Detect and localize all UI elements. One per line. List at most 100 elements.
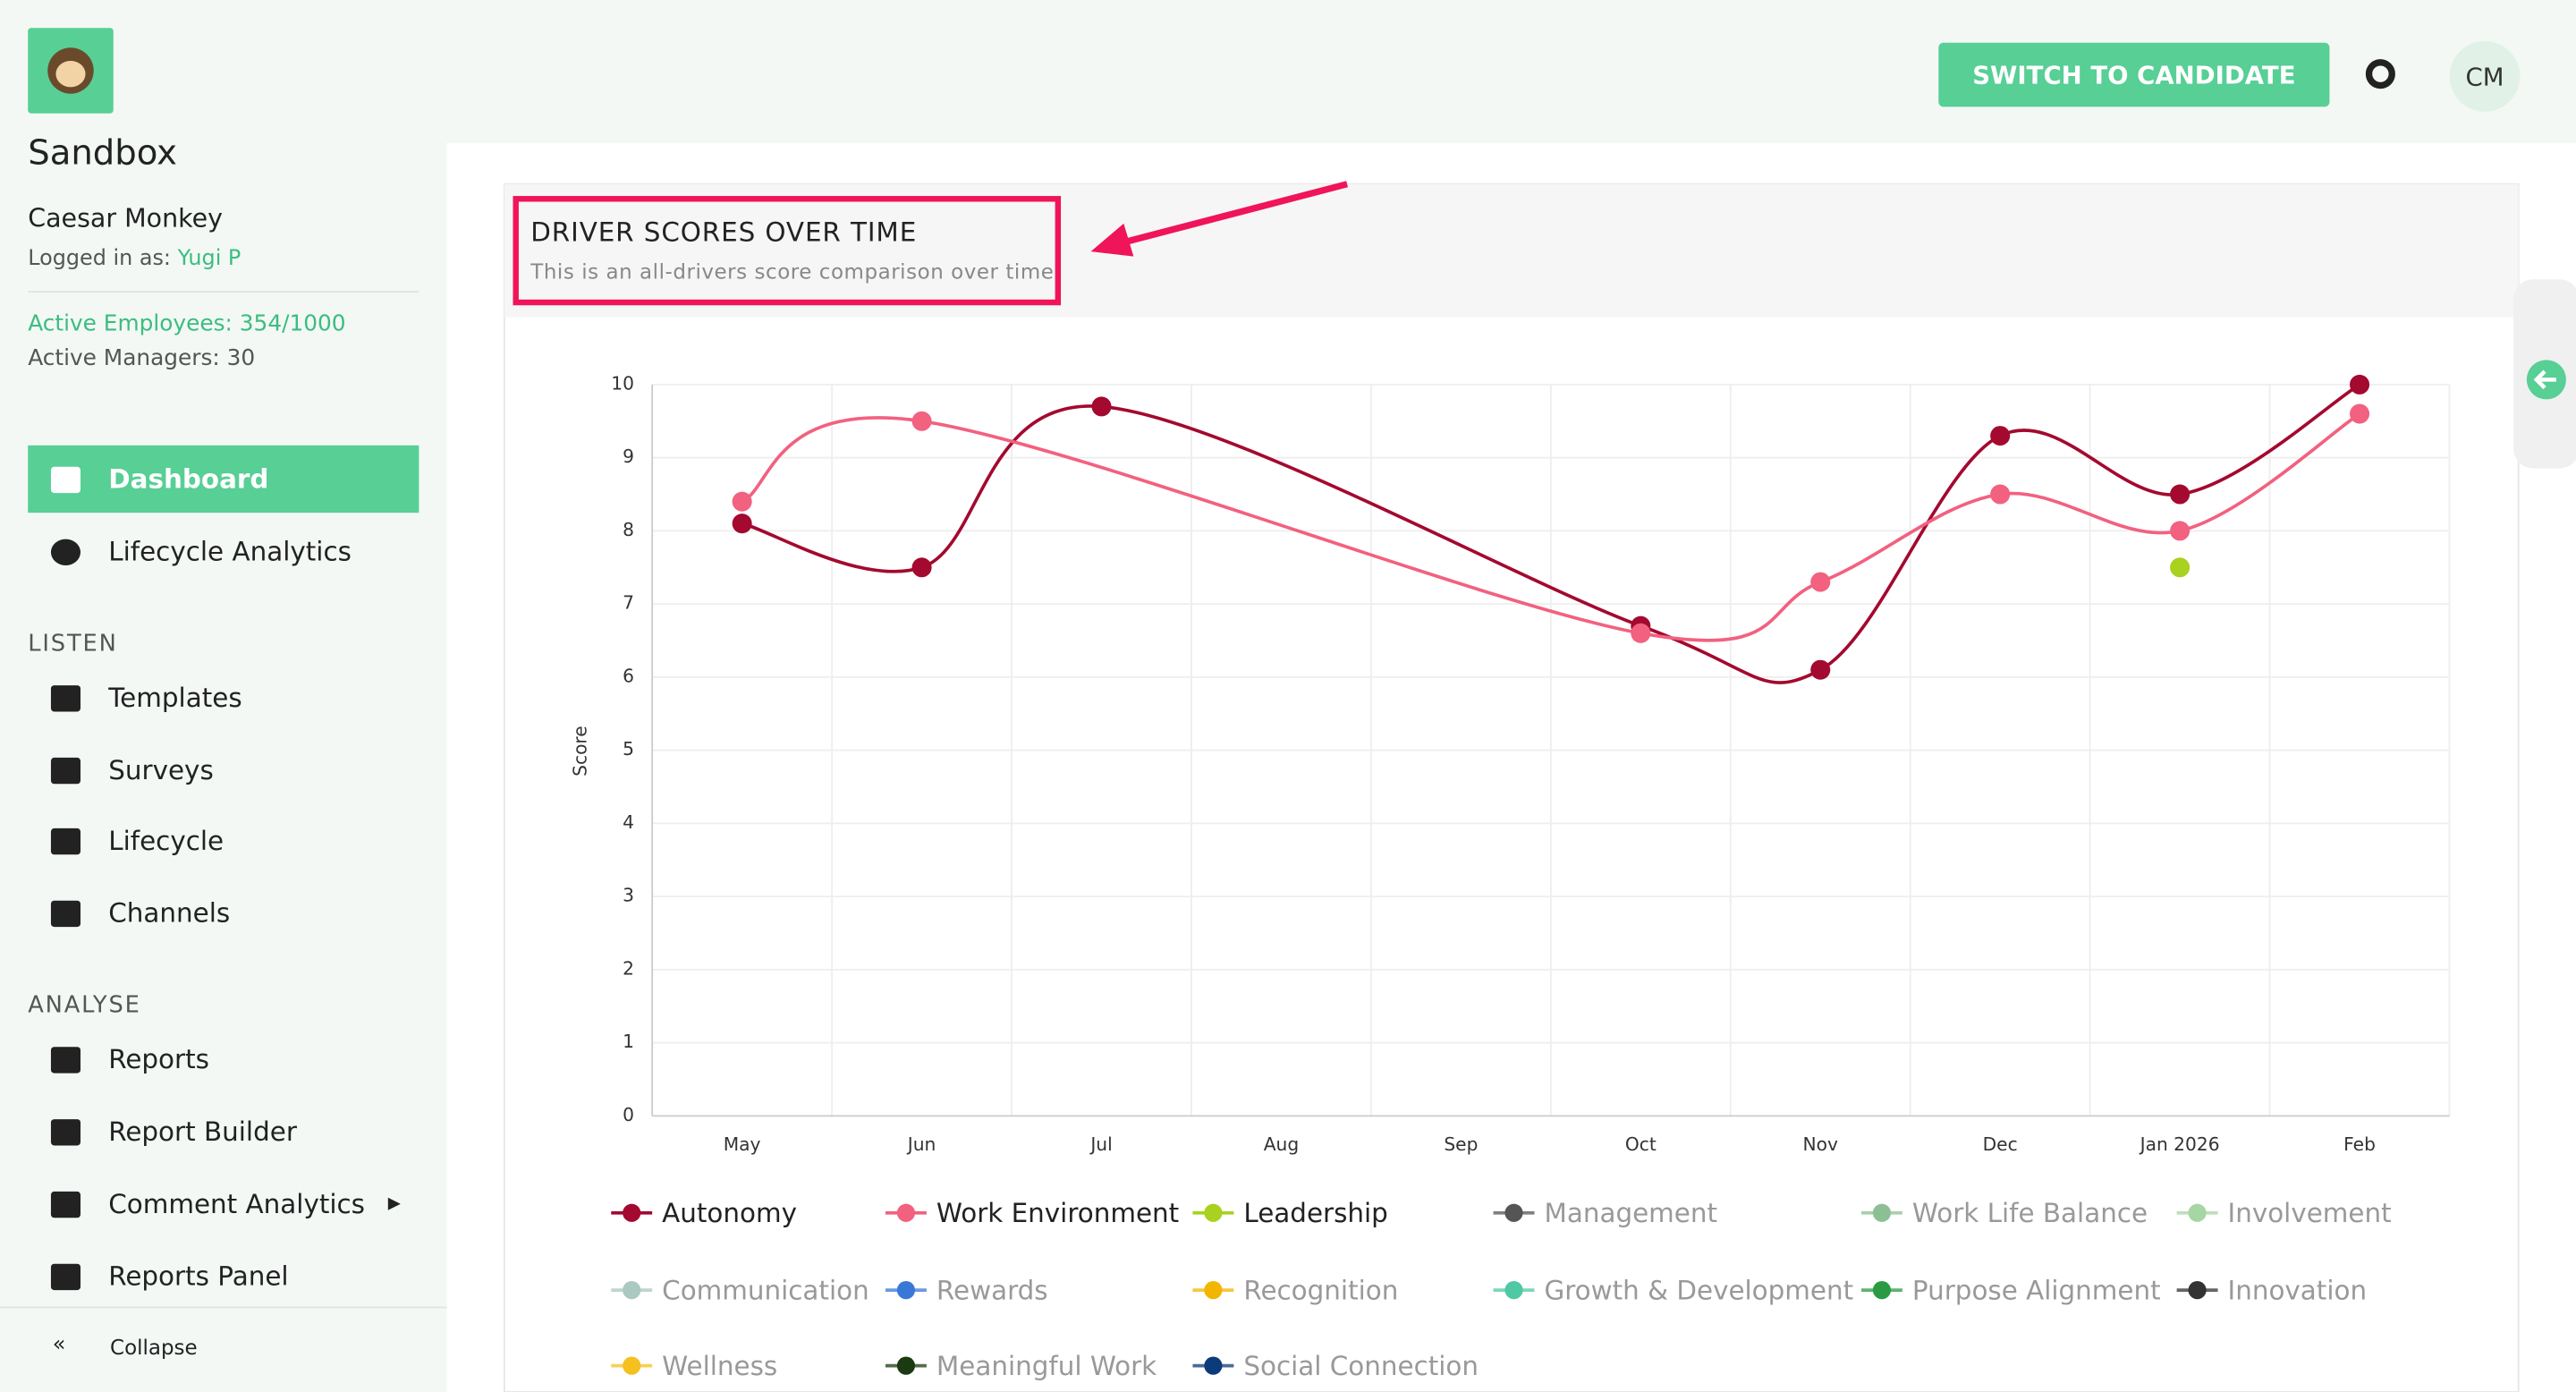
legend-label[interactable]: Work Environment	[936, 1198, 1179, 1228]
annotation-arrowhead	[1090, 223, 1134, 257]
legend-label[interactable]: Rewards	[936, 1275, 1048, 1305]
logged-in-label: Logged in as:	[28, 246, 171, 272]
y-tick-label: 5	[623, 738, 634, 760]
nav-item[interactable]: Lifecycle	[28, 807, 419, 874]
collapse[interactable]: Collapse	[110, 1334, 198, 1360]
legend-label[interactable]: Social Connection	[1243, 1351, 1479, 1381]
side-tab-arrow	[2533, 369, 2556, 390]
nav-label: Reports	[108, 1043, 209, 1075]
divider	[28, 291, 419, 293]
legend-label[interactable]: Meaningful Work	[936, 1351, 1157, 1381]
data-point	[1990, 484, 2011, 505]
nav-item[interactable]: Surveys	[28, 736, 419, 803]
x-tick-label: Sep	[1444, 1133, 1478, 1155]
switch-button[interactable]: SWITCH TO CANDIDATE	[1938, 42, 2330, 107]
nav-item[interactable]: Templates	[28, 664, 419, 731]
sidebar: Sandbox Caesar Monkey Logged in as: Yugi…	[0, 0, 447, 1392]
nav-item[interactable]: Dashboard	[28, 445, 419, 514]
legend-swatch-dot	[623, 1356, 641, 1375]
data-point	[1810, 659, 1831, 680]
x-tick-label: May	[724, 1133, 761, 1155]
nav-label: Comment Analytics	[108, 1188, 366, 1220]
legend-swatch-dot	[1504, 1281, 1523, 1300]
active-managers: Active Managers: 30	[28, 344, 256, 372]
legend-swatch-dot	[2188, 1203, 2207, 1222]
active-employees: Active Employees: 354/1000	[28, 310, 346, 337]
legend-label[interactable]: Work Life Balance	[1912, 1198, 2148, 1228]
user-name: Caesar Monkey	[28, 203, 223, 233]
y-tick-label: 3	[623, 885, 634, 906]
y-tick-label: 10	[611, 372, 634, 394]
nav-label: Report Builder	[108, 1116, 297, 1148]
submenu-caret: ▶	[387, 1194, 401, 1213]
y-tick-label: 9	[623, 446, 634, 467]
legend-swatch-dot	[1504, 1203, 1523, 1222]
nav-label: Templates	[108, 682, 242, 714]
nav-label: Reports Panel	[108, 1260, 289, 1292]
data-point	[911, 557, 932, 578]
legend-swatch-dot	[623, 1281, 641, 1300]
nav-item[interactable]: Reports Panel	[28, 1243, 419, 1310]
x-tick-label: Jun	[906, 1133, 936, 1155]
y-tick-label: 6	[623, 665, 634, 686]
nav-item[interactable]: Report Builder	[28, 1098, 419, 1165]
nav-label: Lifecycle Analytics	[108, 535, 352, 567]
legend-swatch-dot	[1204, 1281, 1223, 1300]
nav-icon	[50, 465, 80, 493]
nav-icon	[50, 1190, 80, 1218]
logo-muzzle	[55, 60, 86, 88]
y-tick-label: 2	[623, 957, 634, 979]
nav-item[interactable]: Lifecycle Analytics	[28, 518, 419, 585]
nav-item[interactable]: Channels	[28, 879, 419, 946]
data-point	[2350, 403, 2370, 424]
collapse-icon[interactable]: «	[52, 1332, 66, 1358]
section-title: LISTEN	[28, 631, 118, 658]
legend-label[interactable]: Purpose Alignment	[1912, 1275, 2161, 1305]
legend-swatch-dot	[1872, 1203, 1892, 1222]
data-point	[1810, 572, 1831, 592]
legend-swatch-dot	[2188, 1281, 2207, 1300]
data-point	[2170, 557, 2190, 578]
legend-swatch-dot	[1872, 1281, 1892, 1300]
legend-label[interactable]: Management	[1544, 1198, 1716, 1228]
nav-icon	[50, 827, 80, 854]
avatar[interactable]: CM	[2449, 40, 2521, 112]
data-point	[1091, 396, 1112, 417]
x-tick-label: Jul	[1089, 1133, 1112, 1155]
x-tick-label: Nov	[1803, 1133, 1838, 1155]
divider	[0, 1306, 447, 1309]
legend-swatch-dot	[896, 1356, 916, 1375]
legend-label[interactable]: Wellness	[662, 1351, 777, 1381]
legend-swatch-dot	[896, 1203, 916, 1222]
org-name: Sandbox	[28, 132, 178, 173]
data-point	[2170, 521, 2190, 541]
chart-title: DRIVER SCORES OVER TIME	[530, 216, 917, 247]
legend-swatch-dot	[1204, 1203, 1223, 1222]
nav-item[interactable]: Comment Analytics ▶	[28, 1170, 419, 1237]
legend-label[interactable]: Communication	[662, 1275, 869, 1305]
x-tick-label: Oct	[1625, 1133, 1657, 1155]
legend-label[interactable]: Leadership	[1243, 1198, 1387, 1228]
legend-label[interactable]: Growth & Development	[1544, 1275, 1853, 1305]
data-point	[2350, 374, 2370, 395]
section-title: ANALYSE	[28, 992, 141, 1020]
nav-label: Channels	[108, 897, 231, 929]
nav-item[interactable]: Reports	[28, 1025, 419, 1092]
legend-label[interactable]: Involvement	[2228, 1198, 2392, 1228]
data-point	[732, 491, 752, 512]
nav-label: Dashboard	[108, 463, 269, 495]
legend-swatch-dot	[1204, 1356, 1223, 1375]
legend-label[interactable]: Recognition	[1243, 1275, 1398, 1305]
data-point	[732, 514, 752, 534]
settings-icon[interactable]	[2365, 59, 2395, 89]
legend-label[interactable]: Innovation	[2228, 1275, 2368, 1305]
logo[interactable]	[28, 28, 114, 114]
x-tick-label: Aug	[1264, 1133, 1299, 1155]
logged-in-user[interactable]: Yugi P	[177, 246, 242, 272]
nav-icon	[50, 1262, 80, 1290]
chart-card-header	[504, 183, 2519, 318]
legend-label[interactable]: Autonomy	[662, 1198, 797, 1228]
chart-subtitle: This is an all-drivers score comparison …	[530, 260, 1054, 284]
x-tick-label: Feb	[2343, 1133, 2376, 1155]
